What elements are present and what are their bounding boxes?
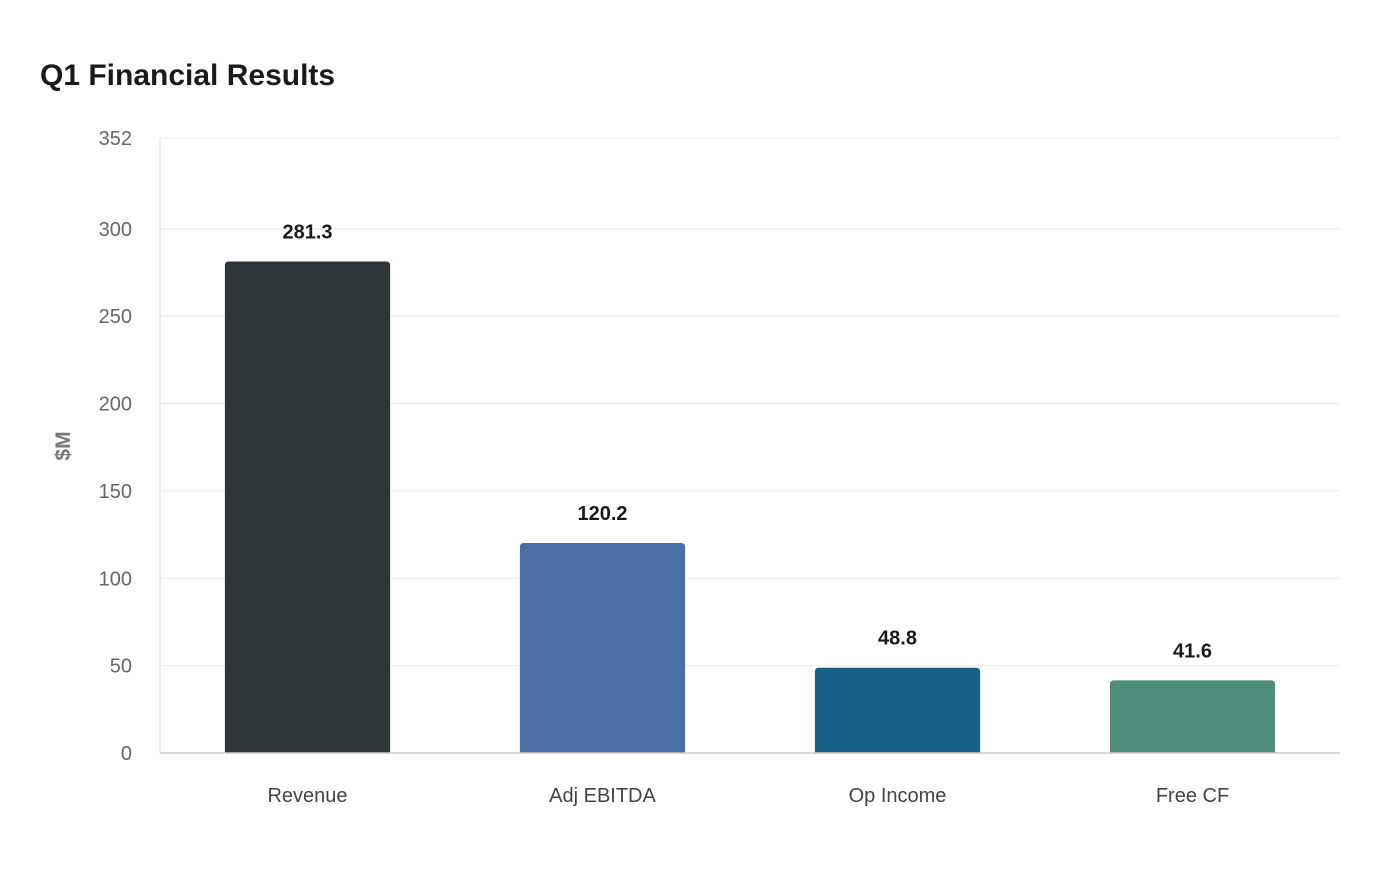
x-tick-labels: Revenue Adj EBITDA Op Income Free CF — [267, 785, 1229, 807]
value-label: 281.3 — [282, 222, 332, 244]
y-tick-label: 0 — [121, 743, 132, 765]
y-tick-label: 300 — [99, 219, 132, 241]
y-tick-label: 250 — [99, 306, 132, 328]
y-axis-label: $M — [52, 431, 75, 460]
value-labels: 281.3 120.2 48.8 41.6 — [282, 222, 1212, 663]
x-tick-label: Adj EBITDA — [549, 785, 656, 807]
y-tick-label: 150 — [99, 481, 132, 503]
y-tick-label: 200 — [99, 394, 132, 416]
bars — [224, 261, 1276, 753]
value-label: 48.8 — [878, 628, 917, 650]
axes — [159, 138, 1340, 754]
bar-free-cf — [1109, 680, 1276, 753]
bar-revenue — [224, 261, 391, 753]
x-tick-label: Op Income — [849, 785, 947, 807]
x-tick-label: Free CF — [1156, 785, 1229, 807]
y-tick-label: 100 — [99, 568, 132, 590]
y-tick-label: 352 — [99, 128, 132, 150]
value-label: 120.2 — [577, 503, 627, 525]
bar-adj-ebitda — [519, 542, 686, 753]
y-tick-label: 50 — [110, 656, 132, 678]
chart-title: Q1 Financial Results — [40, 59, 336, 92]
bar-op-income — [814, 667, 981, 753]
value-label: 41.6 — [1173, 640, 1212, 662]
x-tick-label: Revenue — [267, 785, 347, 807]
y-tick-labels: 0 50 100 150 200 250 300 352 — [99, 128, 132, 765]
